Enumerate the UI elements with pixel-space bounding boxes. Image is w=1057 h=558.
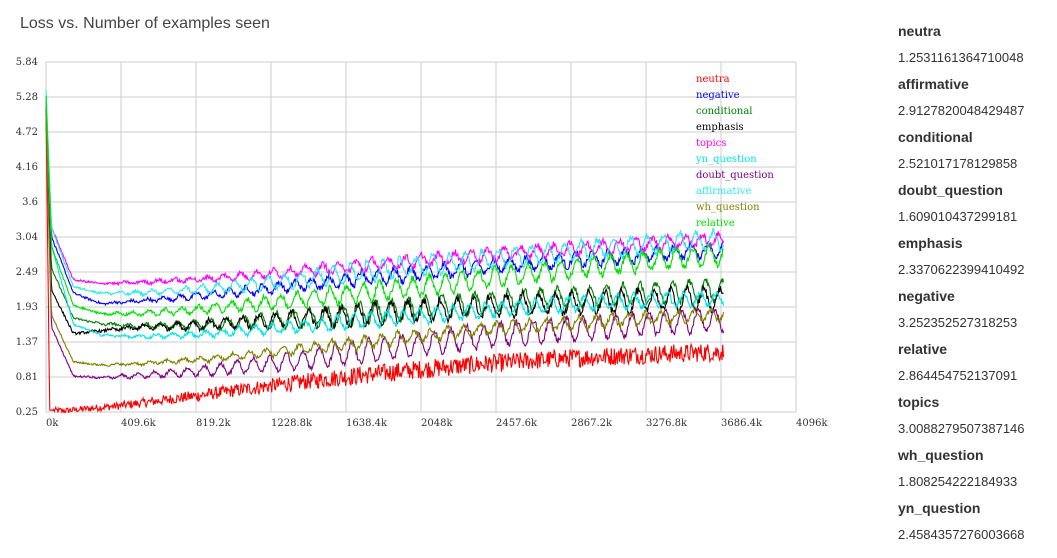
metric-name: doubt_question [898,182,1003,198]
y-tick-label: 4.16 [16,162,38,173]
metric-emphasis: emphasis 2.3370622399410492 [898,232,1053,285]
series-line-affirmative [45,89,725,298]
metric-name: affirmative [898,76,969,92]
metric-relative: relative 2.864454752137091 [898,338,1053,391]
metric-name: topics [898,394,940,410]
y-tick-label: 0.25 [16,407,38,418]
metric-value: 1.609010437299181 [898,209,1018,224]
metric-yn-question: yn_question 2.4584357276003668 [898,497,1053,550]
series-line-relative [45,95,724,318]
legend-item-relative: relative [696,218,735,229]
metric-conditional: conditional 2.521017178129858 [898,126,1053,179]
x-tick-label: 2457.6k [496,418,538,429]
y-tick-label: 3.04 [16,232,38,243]
legend-item-conditional: conditional [696,106,753,117]
metric-name: negative [898,288,955,304]
metric-value: 1.808254222184933 [898,474,1018,489]
chart-title: Loss vs. Number of examples seen [20,15,270,32]
x-tick-label: 3276.8k [646,418,688,429]
y-tick-label: 5.84 [16,57,38,68]
legend-item-neutra: neutra [696,74,730,85]
y-tick-label: 5.28 [16,92,38,103]
metric-neutra: neutra 1.2531161364710048 [898,20,1053,73]
metric-value: 2.521017178129858 [898,156,1018,171]
metric-name: emphasis [898,235,963,251]
y-tick-label: 0.81 [16,372,38,383]
x-tick-label: 1228.8k [271,418,313,429]
metric-affirmative: affirmative 2.9127820048429487 [898,73,1053,126]
metric-topics: topics 3.0088279507387146 [898,391,1053,444]
axis-labels: 0k 409.6k 819.2k 1228.8k 1638.4k 2048k 2457.6k… [16,57,829,429]
y-tick-label: 3.6 [22,197,38,208]
chart-legend: neutra negative conditional emphasis topics y… [695,74,774,229]
x-tick-label: 2867.2k [571,418,613,429]
metric-value: 3.252352527318253 [898,315,1018,330]
metric-value: 2.4584357276003668 [898,527,1025,542]
x-tick-label: 3686.4k [721,418,763,429]
metric-name: yn_question [898,500,981,516]
metric-value: 3.0088279507387146 [898,421,1025,436]
x-tick-label: 2048k [421,418,453,429]
y-tick-label: 4.72 [16,127,38,138]
series-line-wh-question [45,114,725,368]
metric-name: wh_question [898,447,984,463]
series-line-conditional [45,108,725,333]
x-tick-label: 0k [46,418,59,429]
legend-item-topics: topics [696,138,726,149]
legend-item-wh-question: wh_question [696,202,760,213]
x-tick-label: 409.6k [121,418,157,429]
metric-negative: negative 3.252352527318253 [898,285,1053,338]
metric-doubt-question: doubt_question 1.609010437299181 [898,179,1053,232]
legend-item-doubt-question: doubt_question [696,170,774,181]
series-layer [45,89,725,414]
x-tick-label: 819.2k [196,418,232,429]
series-line-neutra [45,108,725,414]
metric-value: 2.9127820048429487 [898,103,1025,118]
y-tick-label: 1.93 [16,302,38,313]
legend-item-negative: negative [696,90,740,101]
x-tick-label: 1638.4k [346,418,388,429]
legend-item-yn-question: yn_question [695,154,757,165]
metric-wh-question: wh_question 1.808254222184933 [898,444,1053,497]
x-tick-label: 4096k [796,418,828,429]
metric-value: 1.2531161364710048 [898,50,1024,65]
legend-item-affirmative: affirmative [696,186,751,197]
series-line-yn-question [45,95,725,341]
metric-value: 2.3370622399410492 [898,262,1025,277]
metrics-panel: neutra 1.2531161364710048 affirmative 2.912… [898,20,1053,550]
metric-name: relative [898,341,948,357]
metric-name: conditional [898,129,973,145]
legend-item-emphasis: emphasis [696,122,744,133]
loss-chart: 0k 409.6k 819.2k 1228.8k 1638.4k 2048k 2457.6k… [16,57,829,429]
metric-value: 2.864454752137091 [898,368,1018,383]
metric-name: neutra [898,23,941,39]
y-tick-label: 1.37 [16,337,38,348]
y-tick-label: 2.49 [16,267,38,278]
